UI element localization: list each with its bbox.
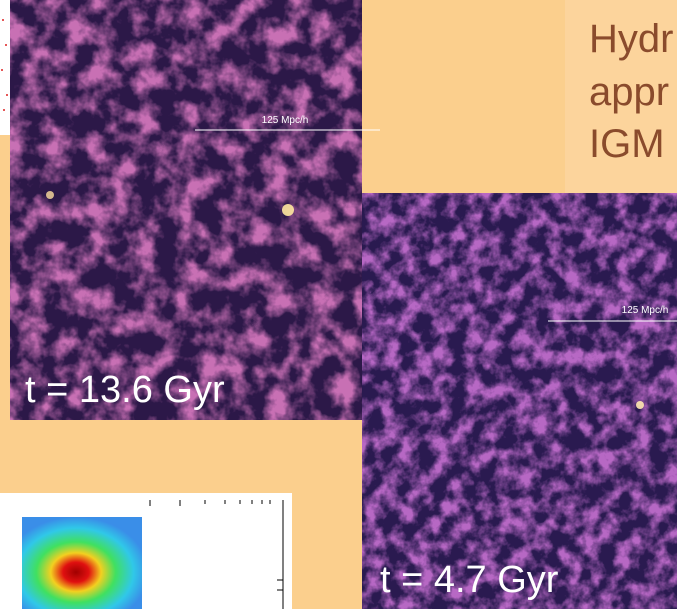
- simulation-panel: 125 Mpc/h t = 13.6 Gyr: [10, 0, 380, 420]
- scale-label: 125 Mpc/h: [262, 115, 309, 126]
- time-label: t = 13.6 Gyr: [25, 369, 225, 411]
- title-line: Hydr: [589, 17, 673, 61]
- time-label: t = 4.7 Gyr: [380, 559, 559, 601]
- simulation-panel: 125 Mpc/h t = 4.7 Gyr: [362, 193, 677, 609]
- title: Hydr appr IGM: [589, 17, 673, 166]
- scale-label: 125 Mpc/h: [622, 305, 669, 316]
- title-line: IGM: [589, 122, 665, 166]
- title-line: appr: [589, 70, 669, 114]
- slide: Hydr appr IGM 125 Mpc/h t = 13.6 Gyr 125…: [0, 0, 677, 609]
- heatmap: [22, 517, 142, 609]
